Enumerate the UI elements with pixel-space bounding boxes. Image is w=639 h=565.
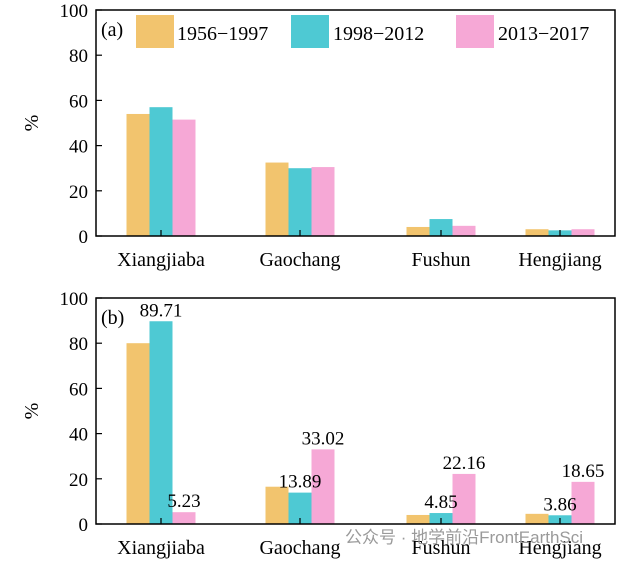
panel-b-bar-1-1 — [288, 492, 312, 524]
panel-b-category-label: Xiangjiaba — [117, 537, 205, 559]
panel-b-data-label: 13.89 — [279, 472, 322, 493]
panel-a-frame — [95, 9, 616, 237]
panel-b-frame — [95, 297, 616, 525]
panel-b-bar-2-0 — [406, 514, 430, 524]
panel-b-data-label: 18.65 — [562, 461, 605, 482]
panel-b-ytick-label: 20 — [69, 470, 88, 491]
panel-a-bar-0-1 — [149, 107, 173, 237]
panel-a-legend-label-2: 2013−2017 — [498, 23, 589, 45]
panel-b-ytick-label: 80 — [69, 334, 88, 355]
panel-b-data-label: 89.71 — [140, 300, 183, 321]
panel-a-bar-2-1 — [429, 219, 453, 236]
panel-b-data-label: 5.23 — [167, 491, 200, 512]
panel-a-ytick-label: 20 — [69, 182, 88, 203]
panel-a-bar-2-0 — [406, 226, 430, 236]
panel-b-bar-0-2 — [172, 512, 196, 524]
panel-a-category-label: Xiangjiaba — [117, 249, 205, 271]
panel-a-ytick-label: 60 — [69, 91, 88, 112]
panel-b-bar-3-0 — [525, 513, 549, 524]
panel-a-legend-label-1: 1998−2012 — [333, 23, 424, 45]
panel-a-bar-1-1 — [288, 168, 312, 236]
panel-b-bar-2-2 — [452, 473, 476, 524]
panel-b-ytick-label: 0 — [79, 515, 89, 536]
panel-a-ytick-label: 0 — [79, 227, 89, 248]
panel-a-legend-swatch-2 — [456, 15, 494, 48]
panel-a-category-label: Hengjiang — [518, 249, 601, 271]
panel-b-ytick-label: 100 — [60, 289, 89, 310]
panel-a-ytick-label: 80 — [69, 46, 88, 67]
panel-b-data-label: 22.16 — [443, 453, 486, 474]
panel-b-bar-1-0 — [265, 486, 289, 524]
panel-a-legend-label-0: 1956−1997 — [177, 23, 268, 45]
panel-b-bar-3-2 — [571, 481, 595, 524]
panel-a-bar-3-0 — [525, 229, 549, 236]
panel-b-bar-1-2 — [311, 449, 335, 524]
panel-a-category-label: Fushun — [412, 249, 471, 271]
panel-a-legend-swatch-0 — [136, 15, 174, 48]
panel-b-ytick-label: 60 — [69, 379, 88, 400]
watermark-text: 公众号 · 地学前沿FrontEarthSci — [345, 528, 583, 547]
panel-a-bar-1-2 — [311, 167, 335, 236]
panel-b-category-label: Hengjiang — [518, 537, 601, 559]
panel-b-category-label: Fushun — [412, 537, 471, 559]
panel-b-ytick-label: 40 — [69, 425, 88, 446]
panel-a-legend-swatch-1 — [291, 15, 329, 48]
panel-b-data-label: 3.86 — [543, 494, 576, 515]
panel-a-ylabel: % — [21, 115, 43, 132]
panel-a-bar-0-2 — [172, 119, 196, 236]
panel-a-label: (a) — [101, 19, 123, 41]
panel-b-data-label: 4.85 — [424, 492, 457, 513]
panel-b-data-label: 33.02 — [302, 428, 345, 449]
panel-b-category-label: Gaochang — [259, 537, 340, 559]
panel-b-bar-0-0 — [126, 343, 150, 524]
panel-b-ylabel: % — [21, 403, 43, 420]
panel-a-bar-2-2 — [452, 225, 476, 236]
panel-a-bar-1-0 — [265, 162, 289, 236]
panel-a-ytick-label: 100 — [60, 1, 89, 22]
panel-a-bar-0-0 — [126, 113, 150, 236]
panel-b-bar-0-1 — [149, 321, 173, 524]
panel-b-label: (b) — [101, 307, 124, 329]
panel-a-bar-3-2 — [571, 229, 595, 236]
panel-a-ytick-label: 40 — [69, 137, 88, 158]
panel-a-category-label: Gaochang — [259, 249, 340, 271]
